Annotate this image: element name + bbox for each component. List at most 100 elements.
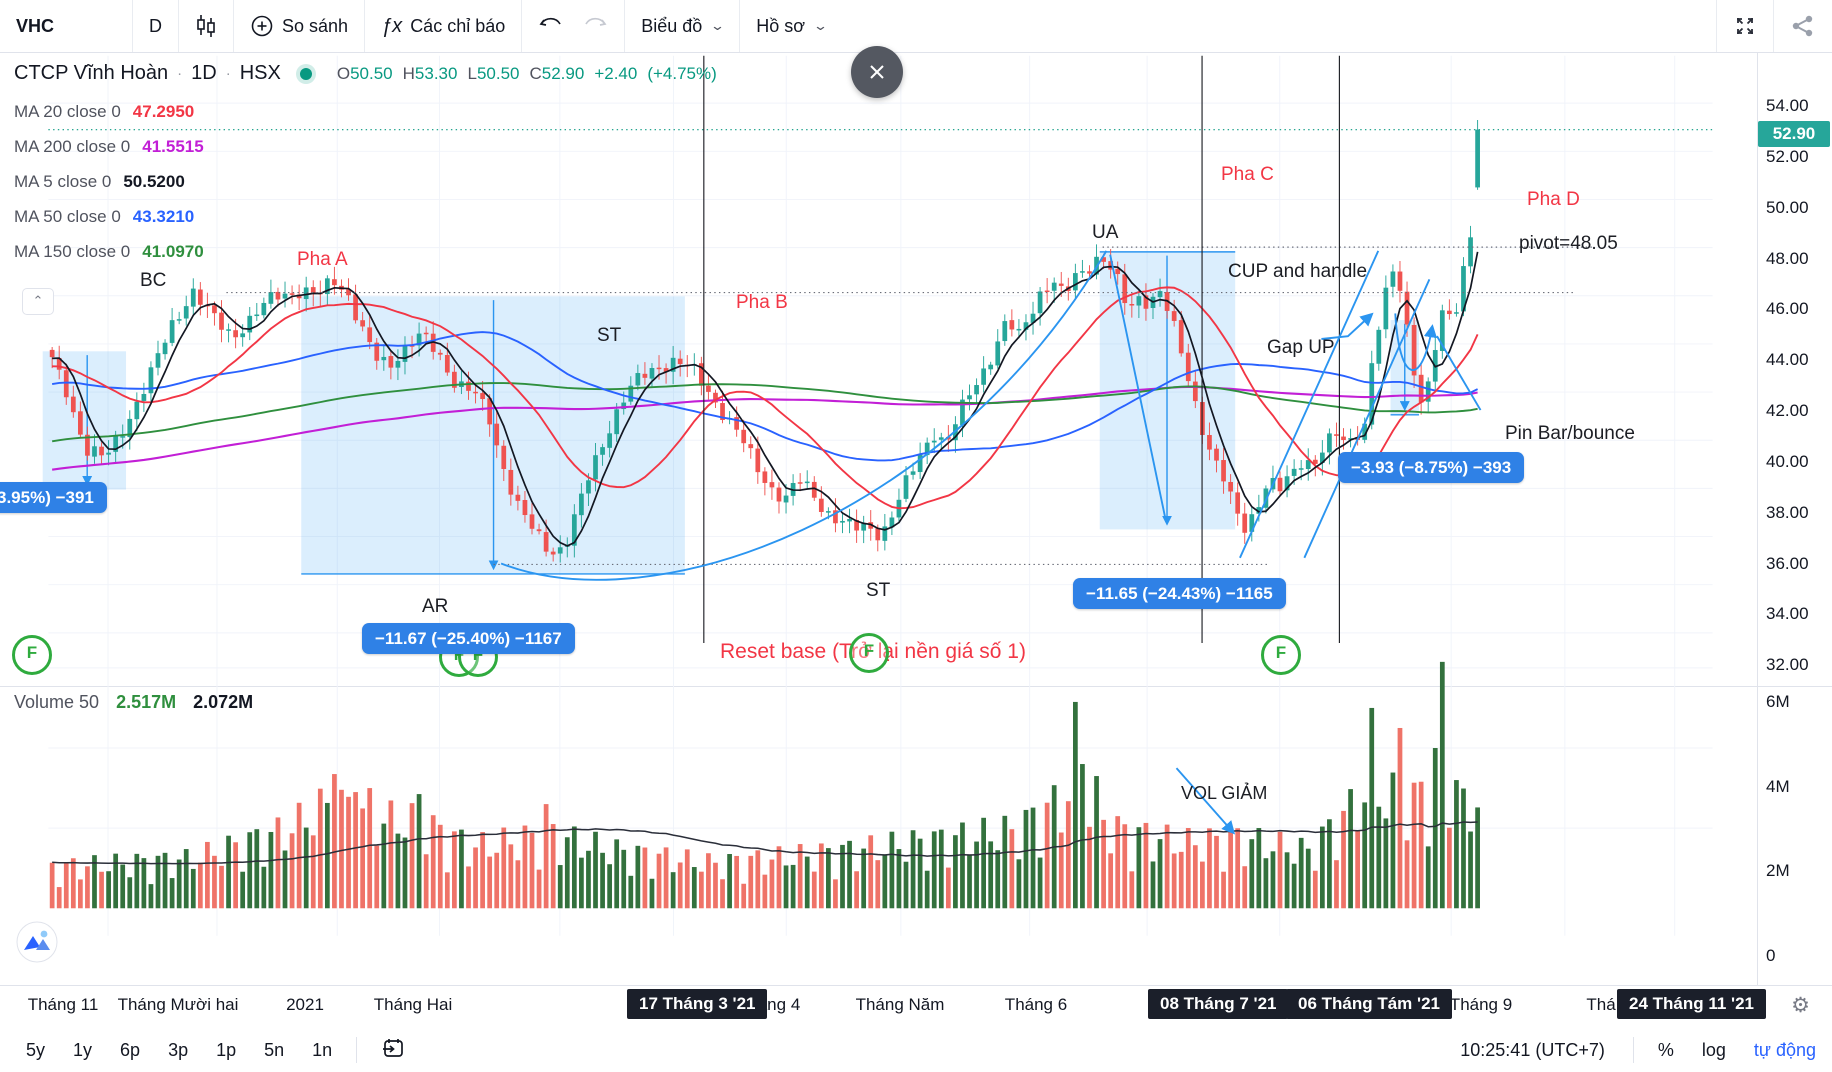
- price-tick: 46.00: [1766, 299, 1809, 319]
- label-pha-a[interactable]: Pha A: [297, 249, 348, 270]
- redo-button[interactable]: [580, 8, 624, 44]
- label-ua[interactable]: UA: [1092, 222, 1119, 243]
- time-tick: Tháng Năm: [855, 995, 945, 1014]
- chart-menu-label: Biểu đồ: [641, 15, 703, 36]
- measure-badge-st2[interactable]: −11.65 (−24.43%) −1165: [1073, 578, 1286, 609]
- label-pha-d[interactable]: Pha D: [1527, 189, 1580, 210]
- bottom-toolbar: 5y 1y 6p 3p 1p 5n 1n 10:25:41 (UTC+7) % log tự…: [0, 1028, 1832, 1072]
- fullscreen-button[interactable]: [1717, 8, 1773, 44]
- log-scale-button[interactable]: log: [1701, 1039, 1726, 1060]
- label-st-1[interactable]: ST: [597, 325, 622, 346]
- price-tick: 48.00: [1766, 248, 1809, 268]
- indicators-button[interactable]: ƒx Các chỉ báo: [365, 8, 521, 44]
- date-anchor-badge[interactable]: 08 Tháng 7 '21: [1148, 989, 1289, 1019]
- share-button[interactable]: [1774, 8, 1832, 44]
- financial-event-marker[interactable]: F: [1261, 635, 1301, 675]
- volume-tick: 4M: [1766, 776, 1790, 796]
- date-anchor-badge[interactable]: 06 Tháng Tám '21: [1286, 989, 1452, 1019]
- mountains-logo-icon: [16, 921, 58, 963]
- measure-badge-ar[interactable]: −11.67 (−25.40%) −1167: [362, 623, 575, 654]
- ma-row[interactable]: MA 150 close 0 41.0970: [14, 234, 717, 269]
- label-pin-bar[interactable]: Pin Bar/bounce: [1505, 423, 1635, 444]
- separator-dot: ·: [225, 65, 231, 82]
- percent-scale-button[interactable]: %: [1657, 1039, 1674, 1060]
- price-tick: 36.00: [1766, 553, 1809, 573]
- financial-event-marker[interactable]: F: [12, 635, 52, 675]
- symbol-legend-row[interactable]: CTCP Vĩnh Hoàn · 1D · HSX O50.50 H53.30 …: [14, 62, 717, 85]
- financial-event-marker[interactable]: F: [849, 633, 889, 673]
- range-button-3p[interactable]: 3p: [168, 1039, 189, 1060]
- chart-legend: CTCP Vĩnh Hoàn · 1D · HSX O50.50 H53.30 …: [14, 62, 717, 269]
- plus-circle-icon: [251, 15, 273, 37]
- chevron-down-icon: ⌄: [812, 18, 829, 33]
- measure-badge-left[interactable]: 3.95%) −391: [0, 482, 107, 513]
- chart-menu-button[interactable]: Biểu đồ ⌄: [625, 8, 739, 44]
- label-bc[interactable]: BC: [140, 270, 167, 291]
- ma-value: 43.3210: [132, 207, 195, 226]
- tradingview-logo[interactable]: [16, 921, 58, 968]
- date-anchor-badge[interactable]: 17 Tháng 3 '21: [627, 989, 768, 1019]
- ohlc-readout: O50.50 H53.30 L50.50 C52.90 +2.40 (+4.75…: [336, 63, 717, 83]
- go-to-date-button[interactable]: [367, 1036, 419, 1065]
- range-button-5y[interactable]: 5y: [26, 1039, 46, 1060]
- price-tick: 42.00: [1766, 401, 1809, 421]
- ma-value: 50.5200: [123, 172, 185, 191]
- ma-row[interactable]: MA 200 close 0 41.5515: [14, 129, 717, 164]
- time-tick: 2021: [286, 995, 324, 1014]
- measure-badge-handle[interactable]: −3.93 (−8.75%) −393: [1338, 452, 1525, 483]
- price-chart[interactable]: [0, 52, 1832, 985]
- ma-row[interactable]: MA 20 close 0 47.2950: [14, 94, 717, 129]
- change-value: +2.40: [594, 63, 638, 83]
- label-pivot[interactable]: pivot=48.05: [1519, 233, 1618, 254]
- auto-scale-button[interactable]: tự động: [1753, 1039, 1816, 1060]
- close-value: 52.90: [541, 63, 585, 83]
- market-status-icon: [299, 67, 312, 80]
- ma-value: 41.5515: [142, 137, 204, 156]
- time-axis[interactable]: ⚙ Tháng 11 Tháng Mười hai 2021 Tháng Hai áng…: [0, 985, 1832, 1030]
- pane-separator[interactable]: [0, 686, 1832, 687]
- label-ar[interactable]: AR: [422, 596, 449, 617]
- share-icon: [1792, 15, 1813, 37]
- divider: [132, 0, 133, 52]
- label-gap-up[interactable]: Gap UP: [1267, 337, 1335, 358]
- profile-menu-label: Hồ sơ: [756, 15, 806, 36]
- label-cup-handle[interactable]: CUP and handle: [1228, 261, 1368, 282]
- close-button[interactable]: [851, 46, 903, 98]
- compare-button[interactable]: So sánh: [234, 8, 364, 44]
- clock[interactable]: 10:25:41 (UTC+7): [1460, 1039, 1605, 1060]
- ma-value: 41.0970: [142, 242, 204, 261]
- ma-row[interactable]: MA 50 close 0 43.3210: [14, 199, 717, 234]
- chart-type-button[interactable]: [179, 8, 233, 44]
- calendar-icon: [383, 1038, 404, 1057]
- symbol-button[interactable]: VHC: [16, 15, 55, 36]
- time-tick: Tháng Mười hai: [117, 995, 239, 1014]
- collapse-pane-button[interactable]: ⌃: [22, 288, 54, 315]
- date-anchor-badge[interactable]: 24 Tháng 11 '21: [1617, 989, 1766, 1019]
- ma-label: MA 5 close 0: [14, 172, 112, 191]
- compare-label: So sánh: [282, 15, 349, 36]
- range-button-5n[interactable]: 5n: [264, 1039, 285, 1060]
- change-pct-value: (+4.75%): [647, 63, 717, 83]
- axis-settings-gear-icon[interactable]: ⚙: [1791, 994, 1810, 1017]
- label-pha-c[interactable]: Pha C: [1221, 164, 1274, 185]
- volume-legend[interactable]: Volume 50 2.517M 2.072M: [14, 692, 253, 713]
- volume-tick: 2M: [1766, 861, 1790, 881]
- label-pha-b[interactable]: Pha B: [736, 292, 788, 313]
- volume-tick: 6M: [1766, 692, 1790, 712]
- divider: [1773, 0, 1774, 52]
- label-st-2[interactable]: ST: [866, 580, 891, 601]
- interval-button[interactable]: D: [149, 15, 162, 36]
- price-tick: 52.00: [1766, 146, 1809, 166]
- divider: [1632, 1037, 1634, 1063]
- label-vol-giam[interactable]: VOL GIẢM: [1181, 783, 1268, 803]
- range-button-1p[interactable]: 1p: [216, 1039, 237, 1060]
- time-tick: Tháng Hai: [373, 995, 453, 1014]
- ma-row[interactable]: MA 5 close 0 50.5200: [14, 164, 717, 199]
- range-button-6p[interactable]: 6p: [120, 1039, 141, 1060]
- range-button-1n[interactable]: 1n: [312, 1039, 333, 1060]
- profile-menu-button[interactable]: Hồ sơ ⌄: [740, 8, 842, 44]
- divider: [1716, 0, 1717, 52]
- divider: [178, 0, 179, 52]
- range-button-1y[interactable]: 1y: [73, 1039, 93, 1060]
- undo-button[interactable]: [522, 8, 580, 44]
